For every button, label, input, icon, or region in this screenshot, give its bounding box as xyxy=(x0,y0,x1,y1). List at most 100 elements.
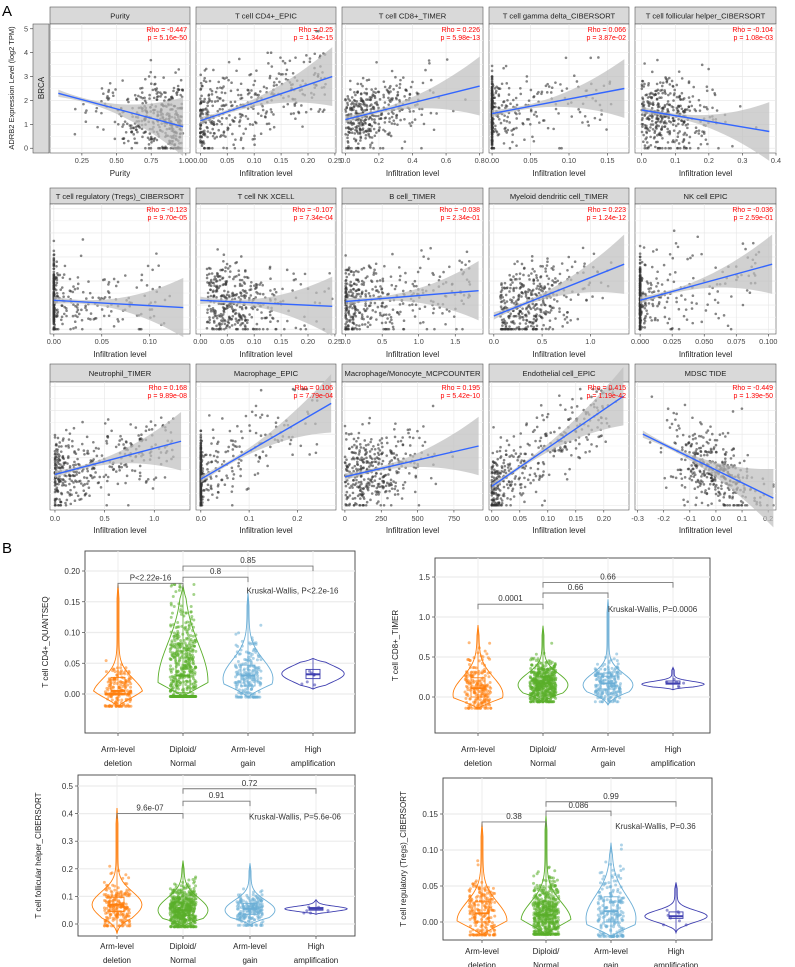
data-point xyxy=(245,275,249,279)
data-point xyxy=(209,131,212,135)
data-point xyxy=(62,483,66,487)
y-tick-label: 4 xyxy=(24,48,28,57)
data-point xyxy=(675,146,679,150)
data-point xyxy=(677,327,681,331)
data-point xyxy=(237,269,241,273)
data-point xyxy=(55,281,59,285)
data-point xyxy=(216,272,219,276)
data-point xyxy=(155,98,159,101)
data-point xyxy=(490,117,494,121)
data-point xyxy=(209,120,212,124)
data-point xyxy=(240,278,244,282)
data-point xyxy=(390,122,394,125)
data-point xyxy=(309,107,313,111)
data-point xyxy=(308,453,311,456)
x-axis-label: Infiltration level xyxy=(93,526,147,535)
data-point xyxy=(638,244,642,248)
data-point xyxy=(645,124,648,128)
data-point xyxy=(224,266,227,269)
data-point xyxy=(225,474,228,477)
data-point xyxy=(531,327,535,331)
data-point xyxy=(251,307,255,311)
data-point xyxy=(390,283,394,287)
data-point xyxy=(490,122,494,125)
data-point xyxy=(388,86,391,90)
data-point xyxy=(655,116,659,119)
data-point xyxy=(527,312,531,315)
data-point xyxy=(65,314,68,318)
data-point xyxy=(660,146,664,150)
p-value-label: p = 7.34e-04 xyxy=(293,215,333,222)
data-point xyxy=(689,256,692,260)
data-point xyxy=(199,102,202,106)
data-point xyxy=(525,75,529,78)
data-point xyxy=(655,285,658,288)
data-point xyxy=(244,318,247,322)
data-point xyxy=(351,327,354,331)
data-point xyxy=(529,324,533,328)
data-point xyxy=(114,88,117,91)
data-point xyxy=(146,136,150,140)
data-point xyxy=(209,88,212,91)
data-point xyxy=(650,70,654,74)
data-point xyxy=(52,261,56,265)
data-point xyxy=(560,146,563,150)
data-point xyxy=(546,260,549,264)
data-point xyxy=(366,321,370,324)
data-point xyxy=(583,114,587,118)
data-point xyxy=(373,134,377,138)
data-point xyxy=(658,105,661,108)
data-point xyxy=(52,270,56,274)
data-point xyxy=(522,273,525,277)
data-point xyxy=(682,120,686,124)
data-point xyxy=(669,120,673,124)
data-point xyxy=(199,491,203,495)
data-point xyxy=(431,311,435,315)
data-point xyxy=(346,133,350,137)
data-point xyxy=(140,278,143,282)
data-point xyxy=(673,92,676,95)
data-point xyxy=(240,284,244,287)
data-point xyxy=(659,81,662,84)
data-point xyxy=(525,118,529,121)
data-point xyxy=(241,146,245,150)
data-point xyxy=(356,146,360,150)
data-point xyxy=(669,146,672,150)
data-point xyxy=(108,81,112,85)
data-point xyxy=(560,89,564,93)
data-point xyxy=(164,95,167,99)
data-point xyxy=(151,88,155,92)
data-point xyxy=(84,306,87,310)
data-point xyxy=(140,433,143,437)
data-point xyxy=(85,476,89,480)
data-point xyxy=(369,301,373,305)
data-point xyxy=(521,291,525,295)
data-point xyxy=(424,68,427,72)
data-point xyxy=(209,288,212,292)
data-point xyxy=(149,82,153,86)
data-point xyxy=(491,83,495,86)
data-point xyxy=(244,114,248,118)
data-point xyxy=(125,465,129,468)
data-point xyxy=(697,98,701,102)
data-point xyxy=(292,272,295,275)
data-point xyxy=(660,84,664,88)
data-point xyxy=(700,320,704,324)
data-point xyxy=(512,286,516,290)
data-point xyxy=(650,265,654,269)
data-point xyxy=(532,95,536,98)
data-point xyxy=(284,77,288,81)
data-point xyxy=(269,51,273,54)
data-point xyxy=(120,437,124,441)
data-point xyxy=(663,89,667,92)
data-point xyxy=(505,119,509,123)
data-point xyxy=(206,104,209,108)
data-point xyxy=(141,101,144,105)
data-point xyxy=(253,473,257,477)
data-point xyxy=(203,132,207,135)
data-point xyxy=(233,116,237,119)
data-point xyxy=(490,135,494,139)
data-point xyxy=(219,135,222,138)
data-point xyxy=(211,307,215,310)
x-axis-label: Infiltration level xyxy=(386,350,440,359)
